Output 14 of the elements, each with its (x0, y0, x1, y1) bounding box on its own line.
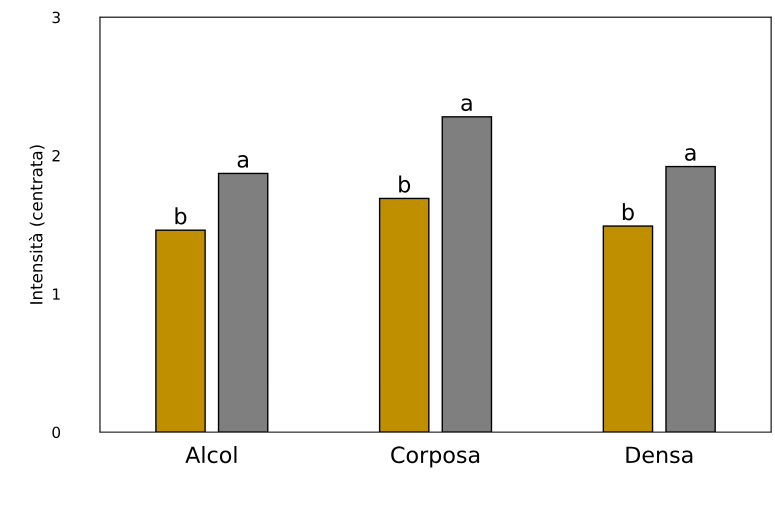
annotation: a (461, 98, 472, 112)
annotation: b (399, 175, 410, 193)
y-tick-label: 1 (53, 288, 60, 300)
annotation: a (685, 148, 696, 161)
y-tick-label: 2 (52, 150, 60, 162)
x-tick-label: Densa (626, 446, 692, 464)
annotation: b (175, 207, 186, 224)
y-tick-label: 0 (52, 426, 60, 438)
y-tick-label: 3 (52, 12, 60, 24)
annotation: b (622, 203, 634, 220)
y-axis-title: Intensità (centrata) (29, 145, 45, 304)
x-tick-label: Corposa (391, 446, 480, 468)
annotation: a (238, 155, 248, 168)
x-tick-label: Alcol (185, 446, 236, 464)
